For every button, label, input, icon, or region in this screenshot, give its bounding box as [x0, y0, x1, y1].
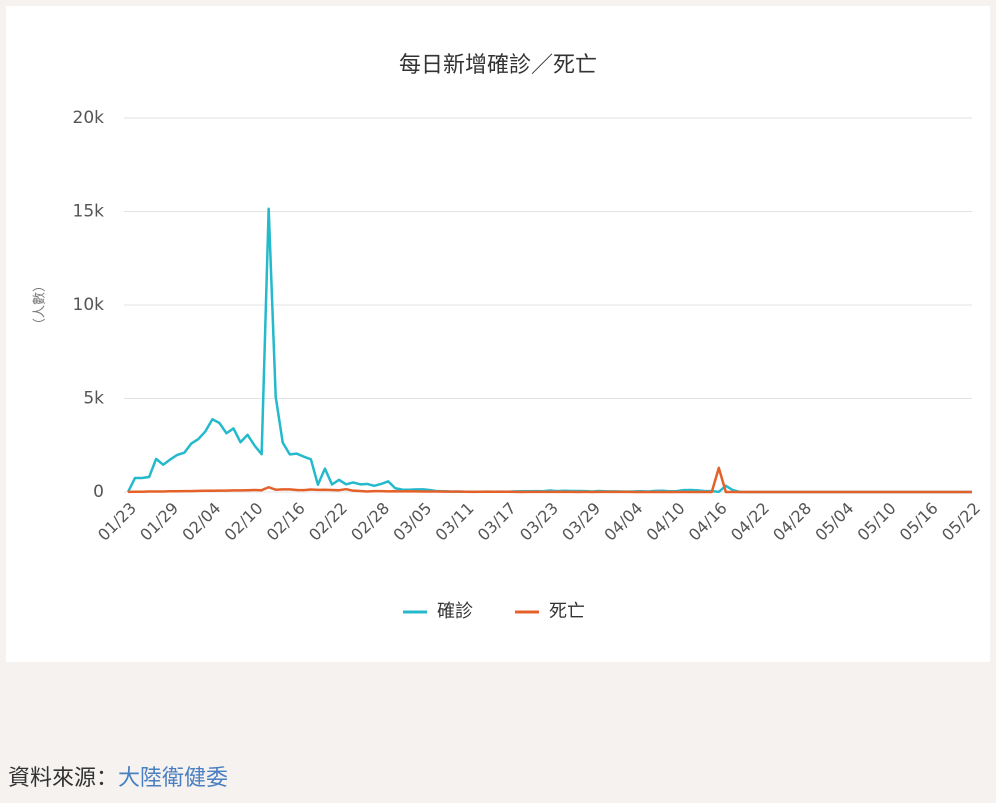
source-prefix: 資料來源： — [8, 766, 118, 791]
y-tick-label: 5k — [83, 389, 104, 409]
y-tick-label: 0 — [93, 482, 104, 502]
chart-panel — [6, 6, 990, 662]
legend-label: 死亡 — [549, 601, 585, 622]
chart-title: 每日新增確診／死亡 — [399, 53, 597, 78]
y-axis-label: （人數） — [33, 279, 48, 331]
y-tick-label: 15k — [73, 202, 105, 222]
series-line — [127, 466, 972, 494]
source-label: 資料來源：大陸衛健委 — [8, 766, 228, 791]
y-tick-label: 20k — [73, 108, 105, 128]
y-tick-label: 10k — [73, 295, 105, 315]
source-link[interactable]: 大陸衛健委 — [118, 766, 228, 791]
legend-label: 確診 — [437, 601, 473, 622]
